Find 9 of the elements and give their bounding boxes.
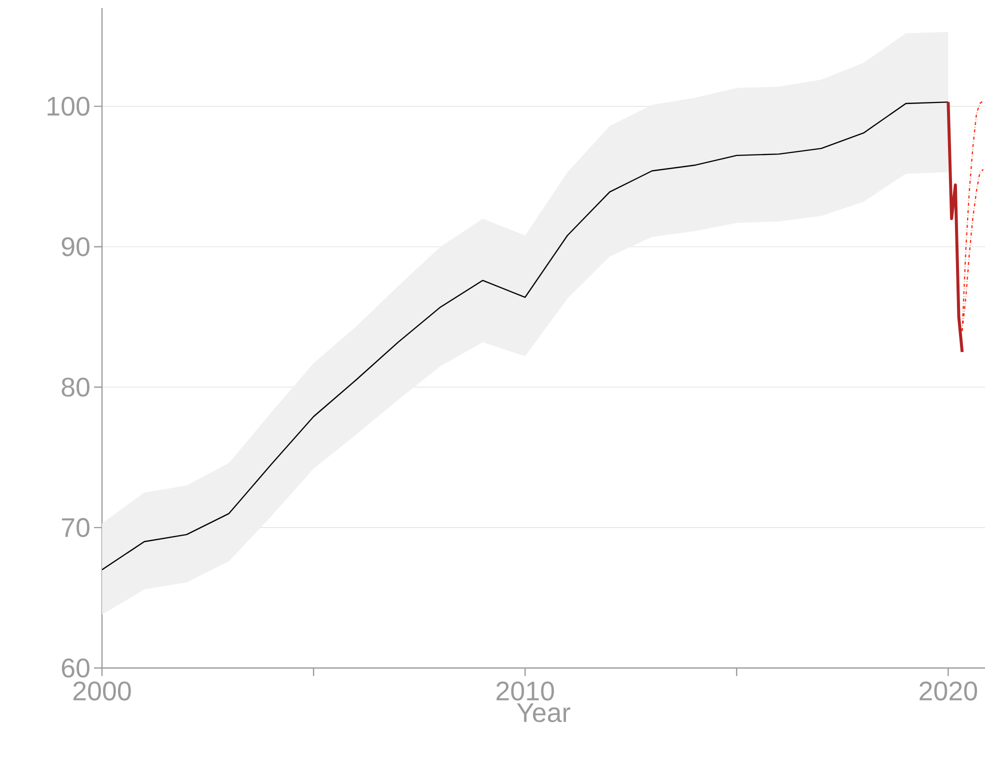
y-tick-label: 70 [62,518,90,538]
y-tick-label: 80 [62,378,90,397]
y-tick-label: 90 [62,237,90,256]
y-tick-label: 60 [62,658,90,678]
x-tick-label: 2020 [920,682,978,701]
x-tick-label: 2000 [73,682,131,701]
x-axis-title: Year [516,703,570,722]
y-tick-label: 100 [48,96,90,116]
x-tick-label: 2010 [496,682,554,701]
